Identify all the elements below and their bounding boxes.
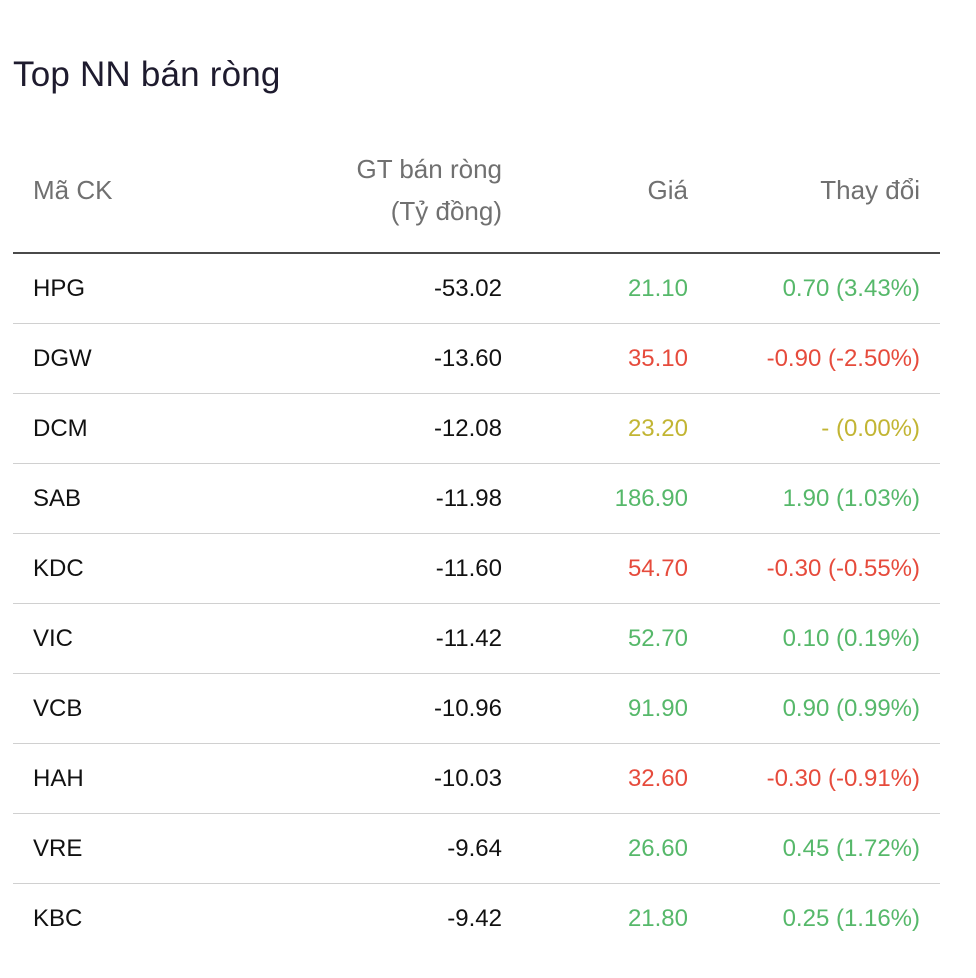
price-change: -0.90 (-2.50%) (766, 345, 920, 372)
table-row[interactable]: DGW -13.60 35.10 -0.90 (-2.50%) (13, 324, 940, 394)
table-row[interactable]: SAB -11.98 186.90 1.90 (1.03%) (13, 464, 940, 534)
net-sell-value: -11.60 (435, 555, 502, 582)
header-net-sell-value-unit: (Tỷ đồng) (390, 196, 502, 226)
stock-code[interactable]: KDC (33, 555, 84, 582)
table-row[interactable]: VIC -11.42 52.70 0.10 (0.19%) (13, 604, 940, 674)
price-change: -0.30 (-0.91%) (766, 765, 920, 792)
price: 32.60 (627, 765, 688, 792)
stock-code[interactable]: DGW (33, 345, 92, 372)
table-row[interactable]: HAH -10.03 32.60 -0.30 (-0.91%) (13, 744, 940, 814)
header-code[interactable]: Mã CK (33, 175, 113, 205)
price: 91.90 (627, 695, 688, 722)
net-sell-value: -53.02 (433, 275, 502, 302)
stock-code[interactable]: HAH (33, 765, 84, 792)
price-change: 1.90 (1.03%) (782, 485, 920, 512)
price-change: - (0.00%) (821, 415, 920, 442)
net-sell-value: -11.42 (435, 625, 502, 652)
net-selling-table: Mã CK GT bán ròng (Tỷ đồng) Giá Thay đổi… (13, 140, 940, 953)
table-row[interactable]: VRE -9.64 26.60 0.45 (1.72%) (13, 814, 940, 884)
price: 26.60 (627, 835, 688, 862)
price-change: 0.25 (1.16%) (782, 905, 920, 932)
price: 52.70 (627, 625, 688, 652)
header-net-sell-value[interactable]: GT bán ròng (Tỷ đồng) (356, 148, 502, 232)
header-change[interactable]: Thay đổi (820, 175, 920, 205)
net-sell-value: -9.42 (447, 905, 502, 932)
net-sell-value: -13.60 (433, 345, 502, 372)
header-price[interactable]: Giá (647, 175, 688, 205)
net-sell-value: -11.98 (435, 485, 502, 512)
stock-code[interactable]: VIC (33, 625, 74, 652)
stock-code[interactable]: DCM (33, 415, 88, 442)
page-title: Top NN bán ròng (13, 55, 281, 94)
price-change: -0.30 (-0.55%) (766, 555, 920, 582)
price: 23.20 (627, 415, 688, 442)
price-change: 0.90 (0.99%) (782, 695, 920, 722)
price-change: 0.70 (3.43%) (782, 275, 920, 302)
table-row[interactable]: HPG -53.02 21.10 0.70 (3.43%) (13, 254, 940, 324)
price: 35.10 (627, 345, 688, 372)
net-sell-value: -10.96 (433, 695, 502, 722)
price-change: 0.10 (0.19%) (782, 625, 920, 652)
stock-code[interactable]: KBC (33, 905, 83, 932)
stock-code[interactable]: VRE (33, 835, 83, 862)
table-header: Mã CK GT bán ròng (Tỷ đồng) Giá Thay đổi (13, 140, 940, 254)
header-net-sell-value-line1: GT bán ròng (356, 154, 502, 184)
table-row[interactable]: DCM -12.08 23.20 - (0.00%) (13, 394, 940, 464)
price-change: 0.45 (1.72%) (782, 835, 920, 862)
net-sell-value: -9.64 (447, 835, 502, 862)
price: 54.70 (627, 555, 688, 582)
table-row[interactable]: KBC -9.42 21.80 0.25 (1.16%) (13, 884, 940, 953)
table-row[interactable]: VCB -10.96 91.90 0.90 (0.99%) (13, 674, 940, 744)
stock-code[interactable]: HPG (33, 275, 86, 302)
stock-code[interactable]: SAB (33, 485, 82, 512)
stock-code[interactable]: VCB (33, 695, 83, 722)
price: 21.10 (627, 275, 688, 302)
price: 21.80 (627, 905, 688, 932)
net-sell-value: -10.03 (433, 765, 502, 792)
table-row[interactable]: KDC -11.60 54.70 -0.30 (-0.55%) (13, 534, 940, 604)
net-sell-value: -12.08 (433, 415, 502, 442)
price: 186.90 (614, 485, 688, 512)
table-body: HPG -53.02 21.10 0.70 (3.43%) DGW -13.60 35.10… (13, 254, 940, 953)
